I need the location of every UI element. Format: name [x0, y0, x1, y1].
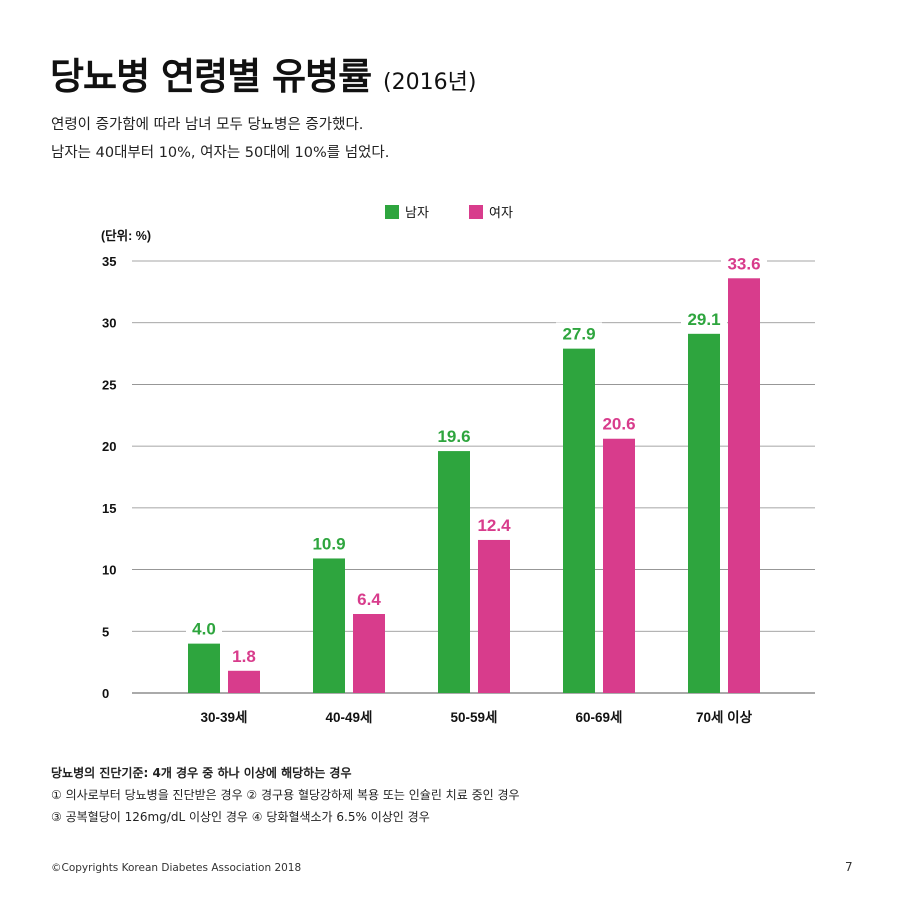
page-number: 7 [845, 860, 853, 874]
data-label-bg [556, 322, 602, 343]
data-label-bg [471, 513, 517, 534]
subtitle-line-1: 연령이 증가함에 따라 남녀 모두 당뇨병은 증가했다. [51, 117, 364, 133]
y-tick-label: 0 [102, 686, 109, 701]
subtitle-line-2: 남자는 40대부터 10%, 여자는 50대에 10%를 넘었다. [51, 145, 390, 161]
bar [603, 438, 635, 693]
bar [188, 643, 220, 693]
data-label: 33.6 [727, 254, 760, 273]
bar [353, 614, 385, 693]
data-label-bg [681, 307, 727, 328]
data-label: 1.8 [232, 647, 256, 666]
y-tick-label: 30 [102, 316, 116, 331]
data-label: 27.9 [562, 325, 595, 344]
x-tick-label: 70세 이상 [696, 709, 753, 725]
data-label-bg [351, 588, 387, 609]
y-tick-label: 20 [102, 439, 116, 454]
data-label-bg [226, 644, 262, 665]
y-tick-label: 15 [102, 501, 116, 516]
bar [478, 539, 510, 693]
bar [228, 670, 260, 693]
x-tick-label: 60-69세 [576, 710, 623, 725]
footnote-criteria-2: ③ 공복혈당이 126mg/dL 이상인 경우 ④ 당화혈색소가 6.5% 이상… [51, 810, 430, 824]
y-tick-label: 10 [102, 563, 116, 578]
y-tick-label: 35 [102, 254, 116, 269]
x-tick-label: 50-59세 [451, 710, 498, 725]
page-title: 당뇨병 연령별 유병률 (2016년) [50, 46, 476, 100]
title-year: (2016년) [383, 70, 477, 95]
y-tick-label: 5 [102, 624, 109, 639]
data-label: 19.6 [437, 427, 470, 446]
data-label-bg [431, 425, 477, 446]
copyright: ©Copyrights Korean Diabetes Association … [51, 862, 302, 874]
legend-swatch [469, 205, 483, 219]
data-label: 29.1 [687, 310, 720, 329]
y-tick-label: 25 [102, 377, 116, 392]
data-label: 4.0 [192, 620, 216, 639]
data-label-bg [596, 412, 642, 433]
legend-label: 여자 [489, 205, 513, 220]
footnote-criteria-title: 당뇨병의 진단기준: 4개 경우 중 하나 이상에 해당하는 경우 [51, 766, 352, 780]
x-tick-label: 40-49세 [326, 710, 373, 725]
data-label: 6.4 [357, 590, 381, 609]
bar [688, 333, 720, 693]
data-label: 20.6 [602, 415, 635, 434]
unit-label: (단위: %) [101, 228, 151, 243]
bar [728, 278, 760, 693]
bar [438, 451, 470, 693]
bar [313, 558, 345, 693]
footnote-criteria-1: ① 의사로부터 당뇨병을 진단받은 경우 ② 경구용 혈당강하제 복용 또는 인… [51, 788, 520, 802]
legend-swatch [385, 205, 399, 219]
title-text: 당뇨병 연령별 유병률 [50, 55, 372, 98]
data-label-bg [186, 617, 222, 638]
data-label-bg [721, 252, 767, 273]
legend-label: 남자 [405, 205, 429, 220]
bar-chart: (단위: %) 0 5 10 15 20 25 30 35 남자 여자 4.0 1.8 30-39세 10.… [101, 205, 815, 725]
data-label: 12.4 [477, 516, 511, 535]
x-tick-label: 30-39세 [201, 710, 248, 725]
data-label-bg [306, 532, 352, 553]
data-label: 10.9 [312, 534, 345, 553]
bar [563, 348, 595, 693]
